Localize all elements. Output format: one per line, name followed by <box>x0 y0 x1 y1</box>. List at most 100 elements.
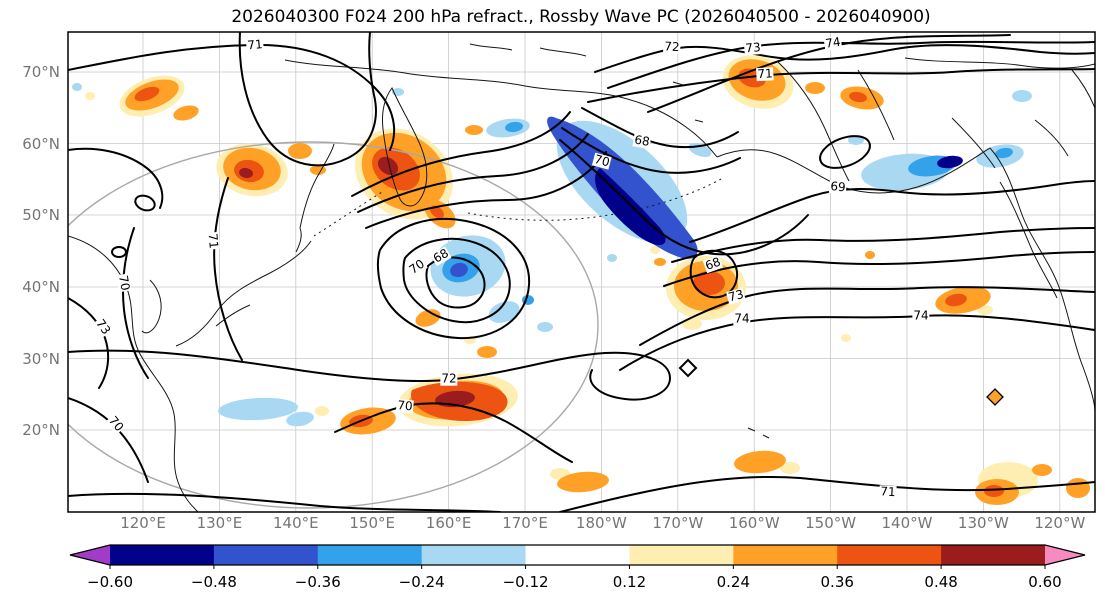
coastlines <box>747 427 770 439</box>
anomaly-shading <box>488 301 520 323</box>
anomaly-shading <box>805 82 825 94</box>
contour-lines <box>425 256 486 309</box>
coastlines <box>68 235 199 512</box>
anomaly-shading <box>72 83 82 91</box>
contour-lines <box>561 127 741 174</box>
anomaly-shading <box>984 485 1004 497</box>
anomaly-shading <box>1032 464 1052 476</box>
contour-lines <box>365 151 607 229</box>
anomaly-shading <box>477 346 497 358</box>
colorbar-under-arrow <box>70 545 110 565</box>
contour-lines <box>671 227 1095 263</box>
coastlines <box>284 59 718 158</box>
anomaly-shading <box>450 262 468 278</box>
anomaly-shading <box>937 155 963 169</box>
anomaly-shading <box>505 121 523 133</box>
contour-lines <box>68 492 501 512</box>
great-circle-outline <box>68 141 599 509</box>
contour-lines <box>689 180 1095 243</box>
anomaly-shading <box>173 105 199 121</box>
colorbar-segment <box>941 545 1046 565</box>
anomaly-shading <box>650 246 660 254</box>
coastlines <box>672 81 704 123</box>
contour-lines <box>122 227 149 379</box>
coastlines <box>904 57 1095 69</box>
colorbar-segment <box>837 545 942 565</box>
contour-lines <box>68 32 1095 512</box>
contour-lines <box>402 237 511 324</box>
anomaly-shading <box>1066 478 1090 498</box>
contour-lines <box>559 475 1095 512</box>
contour-lines <box>351 111 571 197</box>
anomaly-shading <box>465 125 483 135</box>
anomaly-shading <box>286 411 314 427</box>
anomaly-shading <box>1012 90 1032 102</box>
contour-lines <box>68 147 164 209</box>
contour-lines <box>663 251 1095 287</box>
coastlines <box>295 143 335 253</box>
anomaly-shading <box>607 254 617 262</box>
colorbar-segment <box>213 545 319 565</box>
contour-lines <box>68 43 396 151</box>
contour-lines <box>68 397 149 483</box>
contour-lines <box>68 297 110 389</box>
colorbar-segment <box>421 545 527 565</box>
contour-lines <box>639 286 1095 346</box>
anomaly-shading <box>218 397 298 421</box>
contour-lines <box>357 133 589 213</box>
contour-lines <box>238 32 377 167</box>
colorbar-segment <box>317 545 423 565</box>
anomaly-shading <box>682 318 702 330</box>
anomaly-shading <box>415 309 441 327</box>
coastlines <box>141 279 162 334</box>
diamond-outline-marker <box>678 358 698 378</box>
coastlines <box>469 43 587 57</box>
coastlines <box>68 43 1095 512</box>
anomaly-shading <box>865 251 875 259</box>
colorbar-segment <box>733 545 838 565</box>
anomaly-shading <box>780 462 800 474</box>
anomaly-shading <box>377 156 399 176</box>
contour-lines <box>559 139 809 256</box>
contour-lines <box>213 177 243 361</box>
anomaly-shading <box>841 334 851 342</box>
anomaly-shading <box>239 167 253 179</box>
contour-lines <box>819 135 871 169</box>
anomaly-shading <box>72 55 1090 505</box>
coastlines <box>313 191 383 237</box>
anomaly-shading <box>995 147 1013 159</box>
anomaly-shading <box>945 293 967 307</box>
anomaly-shading <box>134 86 160 102</box>
anomaly-shading <box>654 258 666 266</box>
contour-lines <box>689 249 739 299</box>
anomaly-shading <box>430 205 444 219</box>
contour-lines <box>607 40 1095 89</box>
colorbar-over-arrow <box>1045 545 1085 565</box>
contour-lines <box>111 246 127 258</box>
contour-lines <box>581 107 739 149</box>
anomaly-shading <box>288 143 312 159</box>
colorbar-segment <box>110 545 215 565</box>
plot-border <box>67 31 1096 513</box>
contour-lines <box>334 402 573 463</box>
contour-lines <box>68 349 672 401</box>
anomaly-shading <box>734 450 786 474</box>
chart-title: 2026040300 F024 200 hPa refract., Rossby… <box>231 7 931 27</box>
coastlines <box>175 240 312 347</box>
contour-lines <box>376 217 531 340</box>
anomaly-shading <box>85 92 95 100</box>
anomaly-shading <box>557 471 609 493</box>
anomaly-shading <box>849 91 867 103</box>
coastlines <box>1034 69 1095 157</box>
contour-lines <box>134 194 156 212</box>
anomaly-shading <box>547 116 698 259</box>
diamond-marker <box>986 388 1004 406</box>
anomaly-shading <box>693 271 725 295</box>
anomaly-shading <box>315 406 329 416</box>
plot-area <box>68 32 1095 512</box>
anomaly-shading <box>537 322 553 332</box>
coastlines <box>951 117 1095 413</box>
colorbar-segment <box>525 545 630 565</box>
